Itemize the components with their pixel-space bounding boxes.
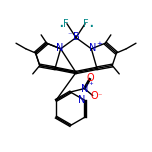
Text: N: N <box>81 84 89 93</box>
Text: ⁻: ⁻ <box>98 92 102 101</box>
Text: +: + <box>88 81 93 86</box>
Text: ⁻: ⁻ <box>67 30 72 39</box>
Text: O: O <box>90 91 98 101</box>
Text: B: B <box>73 32 80 42</box>
Text: N: N <box>56 43 63 53</box>
Text: +: + <box>97 41 103 47</box>
Text: .: . <box>58 13 64 31</box>
Text: N: N <box>89 43 96 53</box>
Text: F: F <box>83 19 89 29</box>
Text: F: F <box>63 19 69 29</box>
Text: O: O <box>86 73 94 83</box>
Text: .: . <box>88 13 94 31</box>
Text: N: N <box>78 95 86 105</box>
